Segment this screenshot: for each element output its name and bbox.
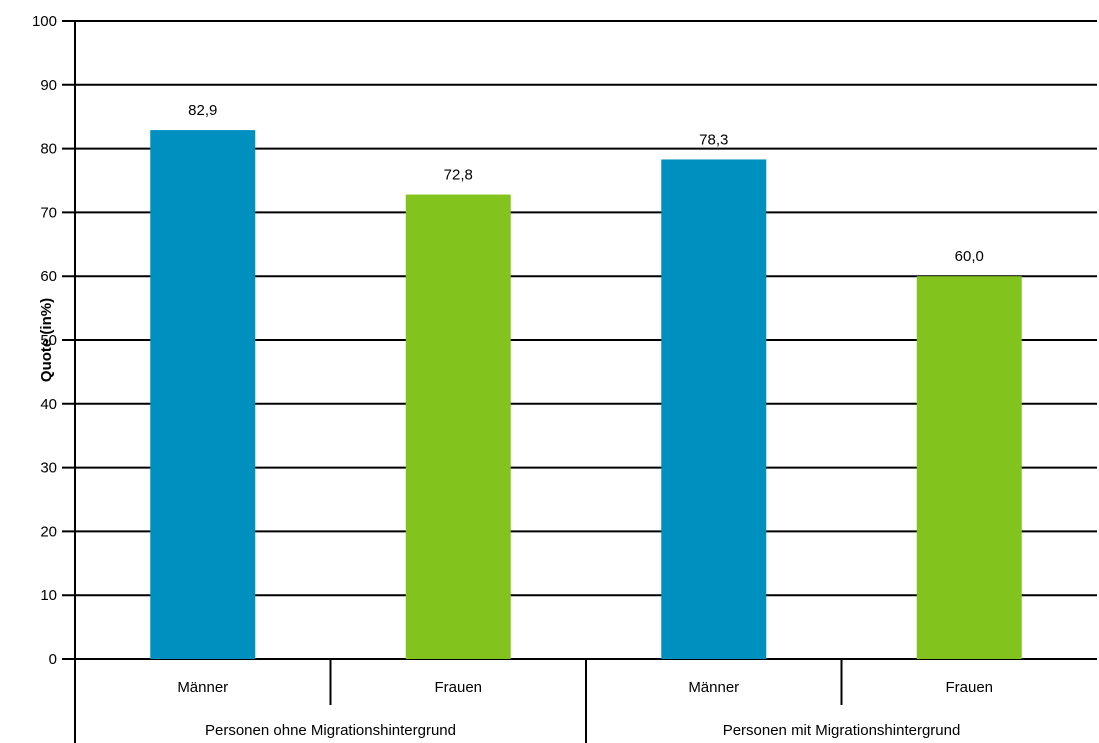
y-tick-label-40: 40 [40,396,57,413]
data-label-0-0: 82,9 [188,102,217,119]
y-tick-label-0: 0 [49,651,57,668]
y-tick-label-70: 70 [40,204,57,221]
bar-1-0 [661,159,767,660]
y-tick-label-90: 90 [40,77,57,94]
axes [74,21,843,743]
category-label-1-1: Frauen [945,679,993,696]
y-tick-label-30: 30 [40,460,57,477]
bar-1-1 [916,276,1022,659]
group-label-0: Personen ohne Migrationshintergrund [205,722,456,739]
y-tick-label-80: 80 [40,141,57,158]
y-tick-label-20: 20 [40,523,57,540]
labels: 0 10 20 30 40 50 60 70 80 90 100 Quote (in%) 82,9 Män… [32,13,993,739]
bars [150,130,1022,660]
y-tick-label-100: 100 [32,13,57,30]
data-label-1-1: 60,0 [955,248,984,265]
y-tick-label-10: 10 [40,587,57,604]
group-label-1: Personen mit Migrationshintergrund [723,722,961,739]
y-tick-label-60: 60 [40,268,57,285]
data-label-1-0: 78,3 [699,131,728,148]
category-label-0-0: Männer [177,679,228,696]
data-label-0-1: 72,8 [444,167,473,184]
y-axis-title: Quote (in%) [38,298,55,382]
category-label-0-1: Frauen [434,679,482,696]
y-tick-label-50: 50 [40,332,57,349]
category-label-1-0: Männer [688,679,739,696]
bar-0-1 [405,194,511,659]
bar-0-0 [150,130,256,659]
